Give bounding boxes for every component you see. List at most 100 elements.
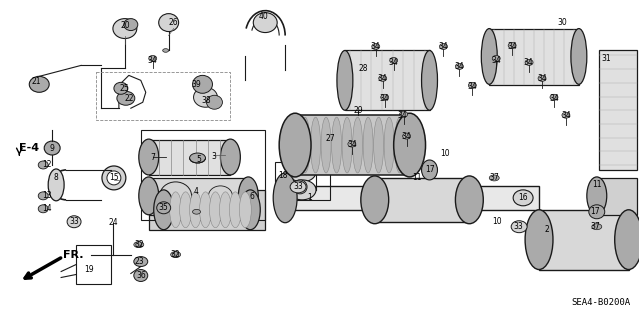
Ellipse shape (220, 139, 241, 175)
Ellipse shape (508, 42, 516, 48)
Polygon shape (285, 186, 539, 210)
Polygon shape (596, 178, 637, 215)
Text: 11: 11 (412, 174, 421, 182)
Ellipse shape (403, 133, 411, 139)
Ellipse shape (253, 13, 277, 33)
Text: 10: 10 (440, 149, 451, 158)
Ellipse shape (170, 192, 182, 228)
Ellipse shape (238, 177, 259, 215)
Text: 13: 13 (42, 191, 52, 200)
Ellipse shape (399, 111, 408, 117)
Text: 34: 34 (549, 94, 559, 103)
Ellipse shape (241, 190, 260, 230)
Text: 34: 34 (438, 42, 449, 51)
Text: 2: 2 (545, 225, 549, 234)
Ellipse shape (114, 82, 128, 94)
Ellipse shape (107, 171, 121, 185)
Ellipse shape (361, 176, 388, 224)
Text: 4: 4 (194, 187, 199, 197)
Text: 7: 7 (150, 152, 155, 161)
Ellipse shape (154, 190, 173, 230)
Ellipse shape (279, 113, 311, 177)
Text: 6: 6 (250, 192, 255, 201)
Ellipse shape (395, 117, 404, 173)
Polygon shape (345, 50, 429, 110)
Ellipse shape (511, 221, 527, 233)
Ellipse shape (134, 270, 148, 281)
Ellipse shape (134, 241, 144, 248)
Text: 19: 19 (84, 265, 94, 274)
Ellipse shape (310, 117, 321, 173)
Ellipse shape (587, 177, 607, 215)
Text: 36: 36 (136, 271, 146, 280)
Text: 16: 16 (518, 193, 528, 202)
Text: SEA4-B0200A: SEA4-B0200A (572, 298, 630, 307)
Text: 24: 24 (108, 218, 118, 227)
Text: 34: 34 (492, 56, 501, 65)
Text: 37: 37 (490, 174, 499, 182)
Ellipse shape (117, 91, 135, 105)
Ellipse shape (239, 192, 252, 228)
Ellipse shape (38, 205, 48, 213)
Ellipse shape (390, 57, 397, 63)
Ellipse shape (38, 161, 48, 169)
Text: 34: 34 (537, 74, 547, 83)
Text: 34: 34 (454, 62, 464, 71)
Ellipse shape (171, 252, 180, 257)
Ellipse shape (525, 59, 533, 65)
Text: 33: 33 (293, 182, 303, 191)
Ellipse shape (374, 117, 383, 173)
Ellipse shape (288, 162, 316, 182)
Text: 29: 29 (353, 106, 363, 115)
Ellipse shape (394, 113, 426, 177)
Ellipse shape (379, 75, 387, 81)
Text: 40: 40 (259, 12, 268, 21)
Ellipse shape (589, 205, 605, 219)
Text: 34: 34 (380, 94, 390, 103)
Text: 34: 34 (371, 42, 381, 51)
Text: 34: 34 (508, 42, 517, 51)
Ellipse shape (157, 202, 171, 214)
Ellipse shape (209, 186, 232, 206)
Ellipse shape (492, 56, 500, 62)
Ellipse shape (220, 192, 232, 228)
Ellipse shape (481, 29, 497, 84)
Ellipse shape (29, 76, 49, 92)
Ellipse shape (440, 43, 447, 49)
Ellipse shape (193, 209, 200, 214)
Ellipse shape (102, 166, 126, 190)
Ellipse shape (200, 192, 211, 228)
Ellipse shape (288, 180, 316, 200)
Text: 8: 8 (54, 174, 58, 182)
Text: FR.: FR. (63, 249, 84, 260)
Text: 30: 30 (557, 18, 567, 27)
Text: 11: 11 (592, 180, 602, 189)
Ellipse shape (321, 117, 331, 173)
Ellipse shape (456, 63, 463, 70)
Text: 14: 14 (42, 204, 52, 213)
Ellipse shape (300, 117, 310, 173)
Text: 1: 1 (308, 193, 312, 202)
Text: 10: 10 (492, 217, 502, 226)
Ellipse shape (372, 43, 380, 49)
Ellipse shape (456, 176, 483, 224)
Ellipse shape (124, 19, 138, 31)
Ellipse shape (550, 94, 558, 100)
Text: 34: 34 (148, 56, 157, 65)
Text: 32: 32 (171, 250, 180, 259)
Ellipse shape (381, 94, 388, 100)
Text: 34: 34 (402, 132, 412, 141)
Ellipse shape (113, 19, 137, 39)
Text: E-4: E-4 (19, 143, 40, 153)
Polygon shape (489, 29, 579, 85)
Ellipse shape (273, 173, 297, 223)
Ellipse shape (189, 192, 202, 228)
Ellipse shape (363, 117, 373, 173)
Text: 37: 37 (590, 222, 600, 231)
Ellipse shape (489, 175, 499, 181)
Ellipse shape (468, 82, 476, 88)
Ellipse shape (348, 141, 356, 147)
Ellipse shape (337, 50, 353, 110)
Text: 32: 32 (134, 240, 143, 249)
Ellipse shape (163, 49, 169, 52)
